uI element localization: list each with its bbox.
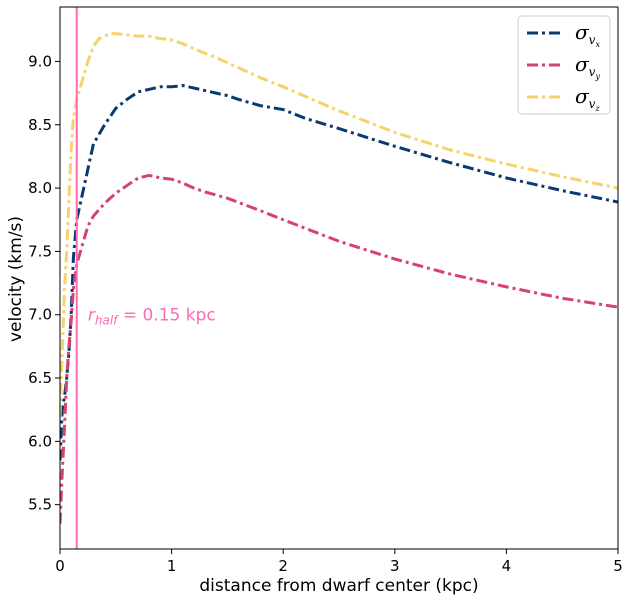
y-tick-label-4: 7.5	[28, 242, 52, 260]
x-tick-label-5: 5	[613, 557, 623, 575]
annotation-r: r	[88, 306, 96, 326]
x-tick-label-3: 3	[390, 557, 400, 575]
legend-axis: z	[594, 104, 600, 113]
y-tick-label-1: 6.0	[28, 432, 52, 450]
legend-sigma: σ	[575, 84, 590, 108]
legend-label-z: σvz	[575, 84, 600, 113]
plot-frame	[59, 6, 619, 550]
legend-label-y: σvy	[575, 52, 600, 81]
legend-axis: x	[595, 40, 600, 49]
legend-v: v	[589, 33, 596, 47]
plot-area: rhalf = 0.15 kpc	[60, 7, 618, 549]
x-tick-label-4: 4	[502, 557, 512, 575]
y-tick-label-5: 8.0	[28, 179, 52, 197]
y-tick-label-0: 5.5	[28, 496, 52, 514]
half-radius-annotation: rhalf = 0.15 kpc	[88, 306, 216, 328]
legend-sigma: σ	[575, 20, 590, 44]
legend-v: v	[589, 97, 596, 111]
legend-sigma: σ	[575, 52, 590, 76]
series-line-x	[60, 84, 618, 461]
legend-v: v	[589, 65, 596, 79]
legend-box	[517, 15, 611, 115]
legend-label-x: σvx	[575, 20, 600, 49]
y-tick-label-2: 6.5	[28, 369, 52, 387]
legend-axis: y	[594, 72, 600, 81]
annotation-sub: half	[95, 314, 119, 328]
x-tick-label-2: 2	[278, 557, 288, 575]
x-axis-label: distance from dwarf center (kpc)	[199, 576, 478, 596]
axis-ticks: 0 1 2 3 4 5 5.5 6.0 6.5 7.0 7.5 8.0 8.5 9.0	[28, 6, 623, 575]
y-tick-label-6: 8.5	[28, 116, 52, 134]
y-axis-label: velocity (km/s)	[6, 216, 26, 342]
series-line-y	[60, 173, 618, 524]
annotation-rest: = 0.15 kpc	[117, 306, 215, 326]
x-tick-label-0: 0	[55, 557, 65, 575]
series-line-z	[60, 32, 618, 417]
x-tick-label-1: 1	[167, 557, 177, 575]
y-tick-label-7: 9.0	[28, 52, 52, 70]
y-tick-label-3: 7.0	[28, 306, 52, 324]
